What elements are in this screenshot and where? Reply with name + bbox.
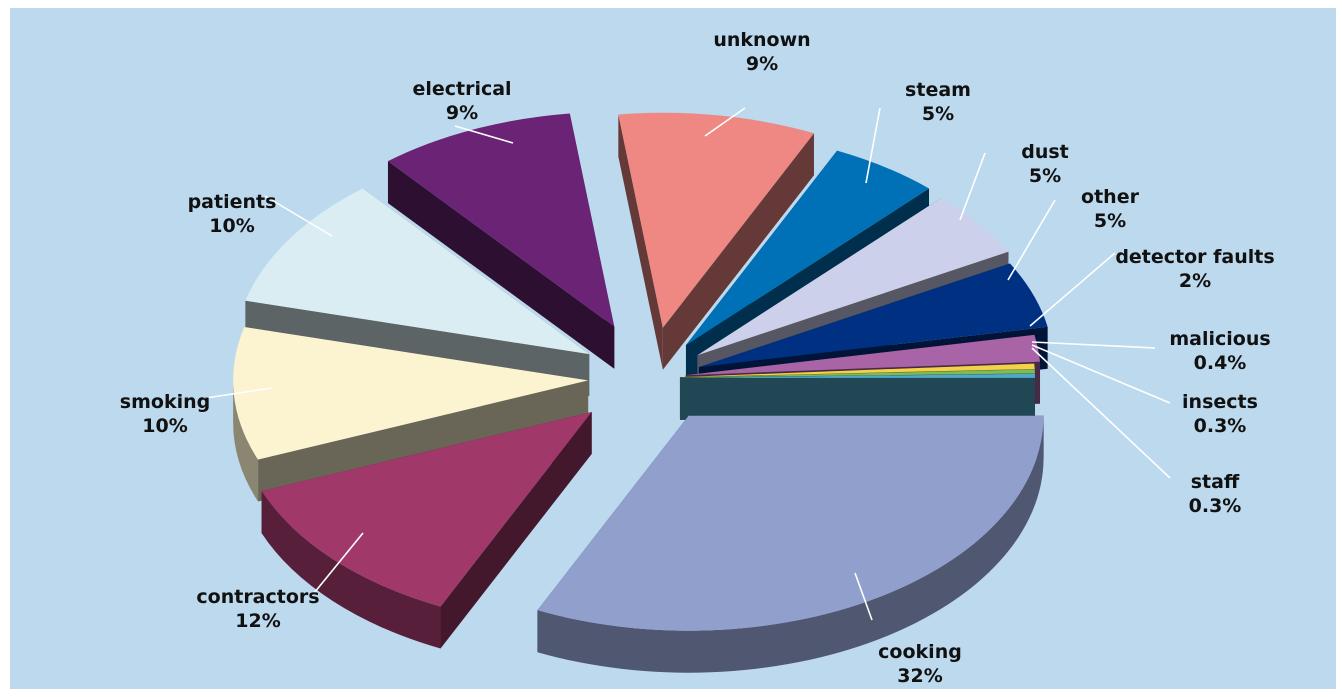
slice-value-steam: 5% [922,103,954,125]
leader-line-other [1007,199,1056,281]
chart-frame: cooking 32% contractors 12% smoking 10% patien… [10,8,1336,689]
slice-electrical [387,113,615,327]
slice-other [698,263,1048,368]
slice-insects [679,369,1035,378]
slice-detector-faults [685,334,1041,376]
slice-label-other: other [1081,186,1140,208]
leader-line-detector-faults [1029,252,1116,327]
leader-line-cooking [854,572,873,621]
slice-malicious [679,363,1035,378]
slice-contractors [261,411,592,607]
slice-value-smoking: 10% [142,415,187,437]
slice-value-patients: 10% [209,215,254,237]
slice-smoking [233,326,589,460]
slice-value-detector-faults: 2% [1179,270,1211,292]
slice-value-contractors: 12% [235,610,280,632]
slice-value-other: 5% [1094,210,1126,232]
leader-line-patients [264,195,333,237]
leader-line-electrical [454,125,514,144]
leader-line-dust [959,152,986,221]
slice-patients [245,188,590,355]
leader-line-staff [1031,347,1171,479]
slice-label-smoking: smoking [120,391,210,413]
pie-chart: cooking32%contractors12%smoking10%patien… [120,29,1275,687]
leader-line-steam [865,107,881,184]
slice-side-unknown [618,114,814,370]
slice-value-cooking: 32% [897,665,942,687]
leader-line-insects [1031,344,1171,404]
slice-label-patients: patients [188,191,277,213]
slice-value-malicious: 0.4% [1194,352,1247,374]
slice-label-contractors: contractors [196,586,319,608]
slice-label-dust: dust [1021,141,1069,163]
leader-line-smoking [205,387,273,399]
slice-label-steam: steam [905,79,971,101]
slice-unknown [618,112,814,328]
slice-side-staff [679,373,1035,420]
slice-value-electrical: 9% [446,102,478,124]
slice-label-electrical: electrical [412,78,511,100]
slice-value-staff: 0.3% [1189,495,1242,517]
slice-label-detector-faults: detector faults [1115,246,1274,268]
slice-staff [679,373,1035,378]
slice-dust [697,198,1009,356]
slice-value-unknown: 9% [746,53,778,75]
slice-steam [685,150,929,346]
slice-label-malicious: malicious [1169,328,1270,350]
slice-label-cooking: cooking [878,641,962,663]
slice-label-insects: insects [1182,391,1258,413]
slice-value-insects: 0.3% [1194,415,1247,437]
slice-label-staff: staff [1191,471,1240,493]
slice-value-dust: 5% [1029,165,1061,187]
leader-line-unknown [704,107,746,137]
slice-label-unknown: unknown [713,29,810,51]
slice-cooking [537,415,1044,631]
leader-line-contractors [309,532,364,599]
leader-line-malicious [1031,341,1156,349]
